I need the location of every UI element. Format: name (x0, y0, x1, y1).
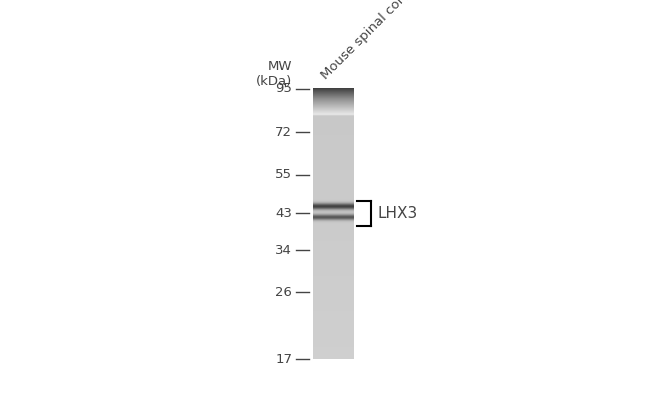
Text: 43: 43 (276, 207, 292, 220)
Text: LHX3: LHX3 (378, 206, 418, 221)
Text: 26: 26 (276, 286, 292, 299)
Text: 17: 17 (276, 353, 292, 366)
Text: 95: 95 (276, 82, 292, 95)
Text: Mouse spinal cord: Mouse spinal cord (319, 0, 413, 82)
Text: 55: 55 (276, 168, 292, 181)
Text: MW
(kDa): MW (kDa) (256, 60, 292, 88)
Text: 72: 72 (276, 126, 292, 139)
Text: 34: 34 (276, 244, 292, 257)
